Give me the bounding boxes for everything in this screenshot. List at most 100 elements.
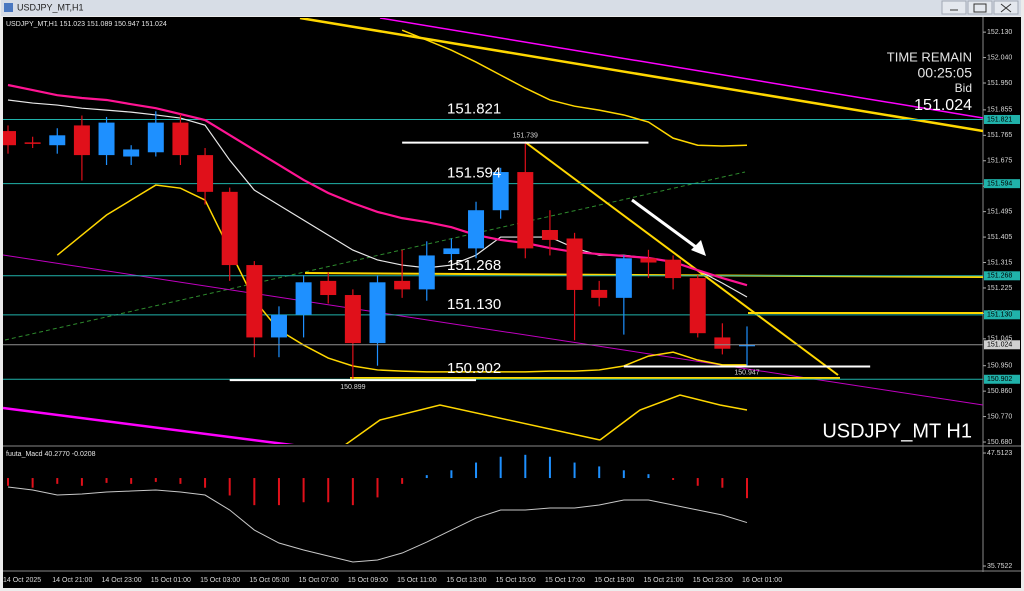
y-tick-label: 151.765 xyxy=(987,132,1012,139)
price-marker-label: 150.899 xyxy=(340,384,365,391)
macd-bar xyxy=(425,475,428,479)
y-tick-label: 150.860 xyxy=(987,388,1012,395)
current-price-label: 151.024 xyxy=(987,342,1012,349)
candle-body xyxy=(197,155,214,192)
candle-body xyxy=(468,210,485,249)
x-tick-label: 15 Oct 19:00 xyxy=(594,577,634,584)
y-tick-label: 152.130 xyxy=(987,29,1012,36)
macd-bar xyxy=(253,478,256,506)
macd-bar xyxy=(7,478,9,486)
macd-bar xyxy=(80,478,83,486)
level-axis-box xyxy=(984,271,1020,281)
level-axis-label: 151.130 xyxy=(987,312,1012,319)
price-marker-label: 151.739 xyxy=(513,133,538,140)
indicator-line xyxy=(401,29,748,147)
candle-body xyxy=(98,122,115,156)
candle-body xyxy=(24,142,41,144)
candle-body xyxy=(123,149,140,157)
x-tick-label: 16 Oct 01:00 xyxy=(742,577,782,584)
y-tick-label: 151.315 xyxy=(987,259,1012,266)
macd-bar xyxy=(351,478,354,506)
macd-bar xyxy=(721,478,724,488)
symbol-watermark: USDJPY_MT H1 xyxy=(822,420,972,442)
candle-body xyxy=(591,289,608,298)
macd-bar xyxy=(277,478,280,506)
macd-bar xyxy=(524,454,527,479)
macd-bar xyxy=(573,462,576,479)
timer-label: TIME REMAIN xyxy=(887,49,972,64)
y-tick-label: 150.950 xyxy=(987,363,1012,370)
level-axis-box xyxy=(984,114,1020,124)
x-tick-label: 15 Oct 15:00 xyxy=(496,577,536,584)
level-label: 151.268 xyxy=(447,257,501,274)
level-axis-label: 150.902 xyxy=(987,376,1012,383)
level-axis-label: 151.268 xyxy=(987,273,1012,280)
y-tick-label: 151.225 xyxy=(987,285,1012,292)
window-icon xyxy=(4,3,13,12)
trendline xyxy=(379,18,983,119)
macd-bar xyxy=(401,478,404,484)
candle-body xyxy=(615,258,632,298)
candle-body xyxy=(147,122,164,153)
macd-signal-line xyxy=(7,486,748,563)
indicator-line xyxy=(56,184,747,373)
level-axis-label: 151.594 xyxy=(987,180,1012,187)
x-tick-label: 15 Oct 13:00 xyxy=(446,577,486,584)
arrow xyxy=(631,198,701,252)
macd-y-tick-label: 35.7522 xyxy=(987,563,1012,570)
candle-body xyxy=(517,172,534,249)
candle-body xyxy=(394,280,411,290)
chart-header: USDJPY_MT,H1 151.023 151.089 150.947 151… xyxy=(6,21,167,28)
trendline xyxy=(4,171,746,341)
x-tick-label: 15 Oct 17:00 xyxy=(545,577,585,584)
x-tick-label: 15 Oct 23:00 xyxy=(693,577,733,584)
candle-body xyxy=(492,172,509,211)
y-tick-label: 151.045 xyxy=(987,336,1012,343)
price-marker-label: 150.947 xyxy=(734,369,759,376)
level-label: 151.821 xyxy=(447,100,501,117)
x-tick-label: 15 Oct 21:00 xyxy=(643,577,683,584)
macd-bar xyxy=(696,478,699,486)
x-tick-label: 14 Oct 23:00 xyxy=(102,577,142,584)
timer-value: 00:25:05 xyxy=(918,65,973,81)
y-tick-label: 151.405 xyxy=(987,234,1012,241)
x-tick-label: 15 Oct 11:00 xyxy=(397,577,437,584)
trendline xyxy=(299,18,983,133)
candle-body xyxy=(320,280,337,296)
macd-bar xyxy=(598,466,601,479)
current-price-box xyxy=(984,340,1020,350)
candle-body xyxy=(566,238,583,290)
candle-body xyxy=(665,259,682,279)
macd-bar xyxy=(204,478,207,488)
candle-body xyxy=(418,255,435,290)
macd-bar xyxy=(450,470,453,479)
window-button-icons xyxy=(950,3,1012,13)
macd-bar xyxy=(647,474,650,479)
x-tick-label: 15 Oct 07:00 xyxy=(299,577,339,584)
macd-bar xyxy=(499,456,502,479)
macd-bar xyxy=(548,456,551,479)
candle-body xyxy=(541,230,558,240)
level-axis-box xyxy=(984,179,1020,189)
x-tick-label: 15 Oct 01:00 xyxy=(151,577,191,584)
trendline xyxy=(524,141,839,376)
trendline xyxy=(3,254,983,406)
candle-body xyxy=(172,122,189,156)
macd-bar xyxy=(56,478,59,484)
macd-bar xyxy=(228,478,231,496)
candle-body xyxy=(270,314,287,338)
trendline xyxy=(304,272,983,278)
minimize-button[interactable] xyxy=(941,0,967,15)
candle-body xyxy=(714,337,731,349)
trendline xyxy=(3,406,295,444)
level-label: 151.130 xyxy=(447,296,501,313)
macd-bar xyxy=(672,478,675,480)
macd-bar xyxy=(327,478,330,503)
window-title: USDJPY_MT,H1 xyxy=(17,2,84,12)
x-tick-label: 15 Oct 03:00 xyxy=(200,577,240,584)
y-tick-label: 151.675 xyxy=(987,158,1012,165)
y-tick-label: 151.950 xyxy=(987,80,1012,87)
level-axis-box xyxy=(984,374,1020,384)
candle-body xyxy=(640,258,657,263)
